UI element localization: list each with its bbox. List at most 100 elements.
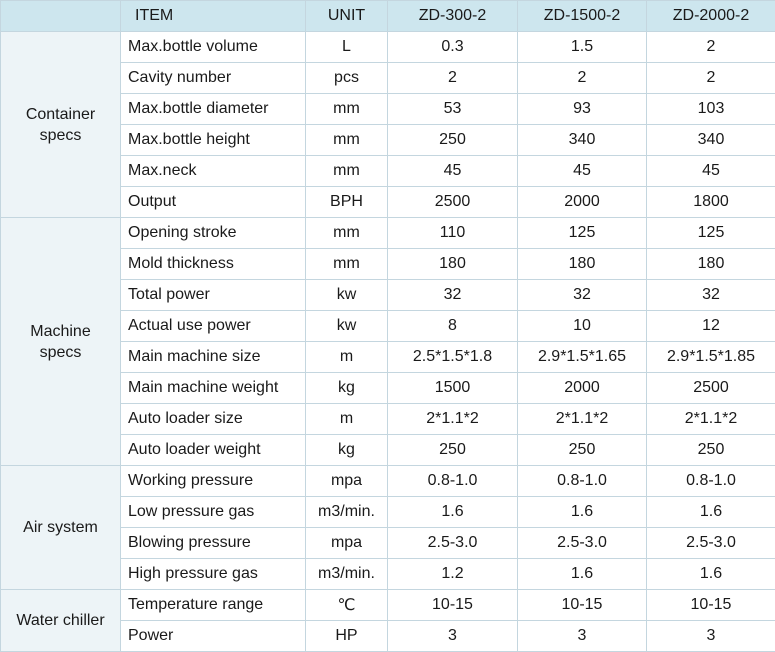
value-cell: 1.6 <box>518 497 647 528</box>
item-cell: Total power <box>121 280 306 311</box>
unit-cell: mm <box>306 94 388 125</box>
value-cell: 1500 <box>388 373 518 404</box>
unit-cell: kw <box>306 311 388 342</box>
unit-cell: m3/min. <box>306 559 388 590</box>
value-cell: 180 <box>518 249 647 280</box>
value-cell: 340 <box>647 125 775 156</box>
value-cell: 1.6 <box>388 497 518 528</box>
value-cell: 0.8-1.0 <box>388 466 518 497</box>
unit-cell: mm <box>306 249 388 280</box>
value-cell: 180 <box>647 249 775 280</box>
value-cell: 2*1.1*2 <box>518 404 647 435</box>
value-cell: 32 <box>647 280 775 311</box>
value-cell: 1.5 <box>518 32 647 63</box>
value-cell: 1.2 <box>388 559 518 590</box>
value-cell: 10 <box>518 311 647 342</box>
value-cell: 45 <box>388 156 518 187</box>
value-cell: 125 <box>518 218 647 249</box>
item-cell: Power <box>121 621 306 652</box>
value-cell: 10-15 <box>388 590 518 621</box>
value-cell: 0.3 <box>388 32 518 63</box>
item-cell: Main machine weight <box>121 373 306 404</box>
unit-cell: mm <box>306 156 388 187</box>
value-cell: 180 <box>388 249 518 280</box>
value-cell: 0.8-1.0 <box>518 466 647 497</box>
unit-cell: mm <box>306 125 388 156</box>
item-cell: Auto loader weight <box>121 435 306 466</box>
unit-cell: m <box>306 404 388 435</box>
unit-cell: L <box>306 32 388 63</box>
item-cell: High pressure gas <box>121 559 306 590</box>
header-item: ITEM <box>121 1 306 32</box>
value-cell: 3 <box>388 621 518 652</box>
item-cell: Output <box>121 187 306 218</box>
value-cell: 2000 <box>518 187 647 218</box>
header-model-3: ZD-2000-2 <box>647 1 775 32</box>
value-cell: 12 <box>647 311 775 342</box>
value-cell: 8 <box>388 311 518 342</box>
value-cell: 2.9*1.5*1.65 <box>518 342 647 373</box>
item-cell: Cavity number <box>121 63 306 94</box>
value-cell: 3 <box>647 621 775 652</box>
group-label: Air system <box>1 466 121 590</box>
unit-cell: mm <box>306 218 388 249</box>
unit-cell: BPH <box>306 187 388 218</box>
value-cell: 10-15 <box>518 590 647 621</box>
header-row: ITEM UNIT ZD-300-2 ZD-1500-2 ZD-2000-2 <box>1 1 775 32</box>
value-cell: 250 <box>647 435 775 466</box>
value-cell: 2.5-3.0 <box>388 528 518 559</box>
item-cell: Blowing pressure <box>121 528 306 559</box>
unit-cell: m3/min. <box>306 497 388 528</box>
value-cell: 250 <box>388 435 518 466</box>
value-cell: 0.8-1.0 <box>647 466 775 497</box>
unit-cell: kw <box>306 280 388 311</box>
value-cell: 2000 <box>518 373 647 404</box>
value-cell: 1.6 <box>647 497 775 528</box>
value-cell: 250 <box>388 125 518 156</box>
item-cell: Main machine size <box>121 342 306 373</box>
group-label: Water chiller <box>1 590 121 652</box>
value-cell: 2.9*1.5*1.85 <box>647 342 775 373</box>
unit-cell: pcs <box>306 63 388 94</box>
header-model-1: ZD-300-2 <box>388 1 518 32</box>
value-cell: 45 <box>518 156 647 187</box>
unit-cell: m <box>306 342 388 373</box>
value-cell: 110 <box>388 218 518 249</box>
value-cell: 2500 <box>647 373 775 404</box>
value-cell: 340 <box>518 125 647 156</box>
value-cell: 93 <box>518 94 647 125</box>
value-cell: 103 <box>647 94 775 125</box>
value-cell: 45 <box>647 156 775 187</box>
item-cell: Max.neck <box>121 156 306 187</box>
value-cell: 32 <box>388 280 518 311</box>
value-cell: 125 <box>647 218 775 249</box>
item-cell: Max.bottle height <box>121 125 306 156</box>
header-unit: UNIT <box>306 1 388 32</box>
value-cell: 250 <box>518 435 647 466</box>
value-cell: 53 <box>388 94 518 125</box>
value-cell: 2500 <box>388 187 518 218</box>
value-cell: 2 <box>518 63 647 94</box>
group-label-text: Water chiller <box>16 610 104 631</box>
item-cell: Max.bottle diameter <box>121 94 306 125</box>
unit-cell: kg <box>306 373 388 404</box>
unit-cell: mpa <box>306 528 388 559</box>
value-cell: 2.5-3.0 <box>518 528 647 559</box>
value-cell: 2 <box>647 32 775 63</box>
value-cell: 10-15 <box>647 590 775 621</box>
unit-cell: ℃ <box>306 590 388 621</box>
group-label-text: Air system <box>23 517 98 538</box>
item-cell: Opening stroke <box>121 218 306 249</box>
header-group-cell <box>1 1 121 32</box>
value-cell: 2*1.1*2 <box>388 404 518 435</box>
header-model-2: ZD-1500-2 <box>518 1 647 32</box>
value-cell: 32 <box>518 280 647 311</box>
